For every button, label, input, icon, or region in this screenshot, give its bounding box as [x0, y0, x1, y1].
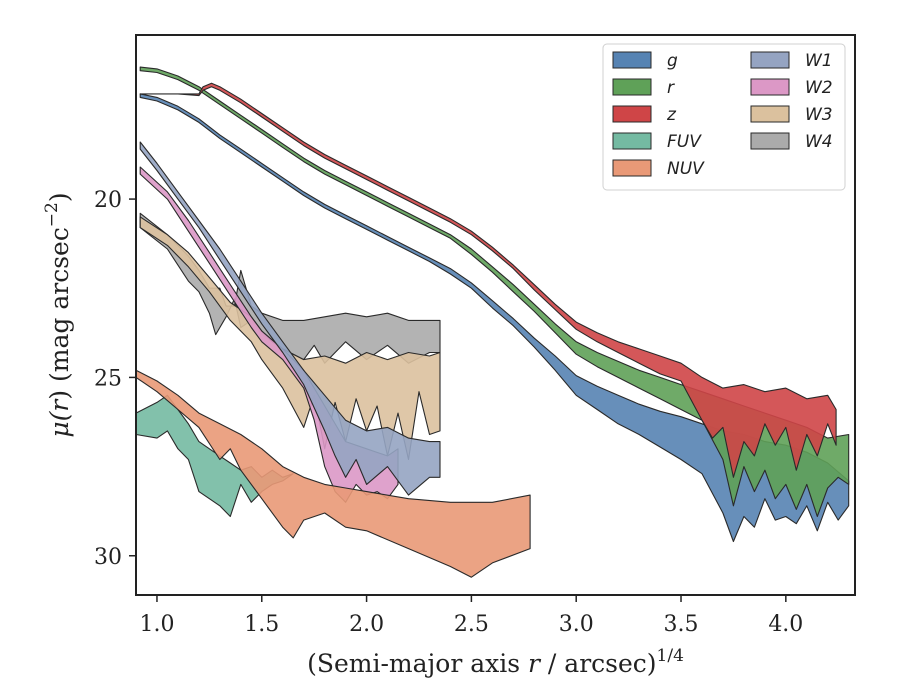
legend-label-w1: W1	[805, 51, 833, 71]
y-axis-label: μ(r) (mag arcsec−2)	[42, 192, 74, 437]
x-tick-label: 2.0	[349, 612, 384, 637]
legend-label-w4: W4	[805, 132, 833, 152]
band-g	[139, 93, 850, 543]
band-w1	[139, 141, 441, 496]
legend-swatch-w3	[750, 105, 790, 123]
plot-area	[136, 66, 850, 578]
x-tick-label: 2.5	[454, 612, 489, 637]
x-axis-label: (Semi-major axis r / arcsec)1/4	[307, 646, 684, 678]
x-tick-label: 1.0	[139, 612, 174, 637]
band-z	[139, 82, 837, 478]
band-nuv	[136, 369, 531, 578]
legend-swatch-g	[612, 51, 652, 69]
y-tick-label: 25	[94, 366, 122, 391]
y-axis: 20 25 30	[94, 188, 136, 570]
band-w2	[139, 166, 399, 503]
legend-label-g: g	[667, 51, 678, 71]
legend-label-w2: W2	[805, 78, 833, 98]
legend-label-r: r	[667, 78, 675, 98]
legend-swatch-w2	[750, 78, 790, 96]
y-tick-label: 30	[94, 545, 122, 570]
legend-swatch-z	[612, 105, 652, 123]
legend: grz FUV NUV W1 W2 W3 W4	[602, 43, 846, 191]
legend-swatch-w1	[750, 51, 790, 69]
x-tick-label: 3.0	[559, 612, 594, 637]
x-tick-label: 3.5	[664, 612, 699, 637]
legend-label-w3: W3	[805, 105, 833, 125]
x-tick-label: 4.0	[768, 612, 803, 637]
x-axis: 1.0 1.5 2.0 2.5 3.0 3.5 4.0	[139, 595, 803, 637]
legend-swatch-r	[612, 78, 652, 96]
axes-frame	[135, 34, 856, 596]
legend-swatch-nuv	[612, 159, 652, 177]
legend-label-z: z	[666, 105, 677, 125]
band-r	[139, 66, 850, 518]
legend-label-fuv: FUV	[667, 132, 702, 152]
legend-swatch-fuv	[612, 132, 652, 150]
band-w4	[139, 212, 441, 364]
legend-swatch-w4	[750, 132, 790, 150]
legend-label-nuv: NUV	[667, 159, 705, 179]
y-tick-label: 20	[94, 188, 122, 213]
x-tick-label: 1.5	[244, 612, 279, 637]
